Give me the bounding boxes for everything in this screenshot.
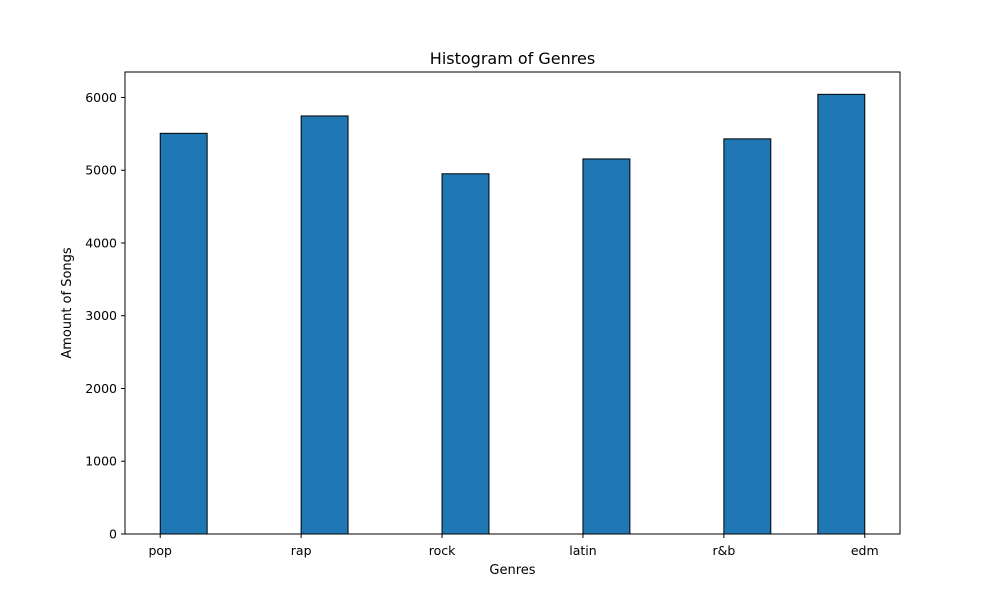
y-tick-label: 6000 [85,90,117,105]
histogram-bar [817,93,866,535]
y-tick-label: 0 [109,527,117,542]
chart-title: Histogram of Genres [430,49,595,68]
y-tick-label: 2000 [85,381,117,396]
bars-layer [159,93,866,535]
y-tick-label: 5000 [85,163,117,178]
histogram-bar [159,132,208,535]
y-axis-label: Amount of Songs [60,247,75,359]
x-tick-label: rap [291,543,312,558]
x-axis-label: Genres [489,563,535,578]
x-tick-label: rock [429,543,456,558]
y-tick-label: 1000 [85,454,117,469]
x-tick-label: pop [148,543,172,558]
x-tick-label: edm [851,543,879,558]
x-tick-label: latin [569,543,596,558]
histogram-bar [300,115,349,535]
histogram-bar [441,173,490,535]
histogram-bar [723,138,772,535]
histogram-bar [582,158,631,535]
y-tick-label: 3000 [85,308,117,323]
x-tick-label: r&b [712,543,735,558]
axes-frame [124,71,901,535]
x-axis-ticks: pop rap rock latin r&b edm [148,534,879,558]
y-axis-ticks: 0 1000 2000 3000 4000 5000 6000 [85,90,125,542]
y-tick-label: 4000 [85,235,117,250]
